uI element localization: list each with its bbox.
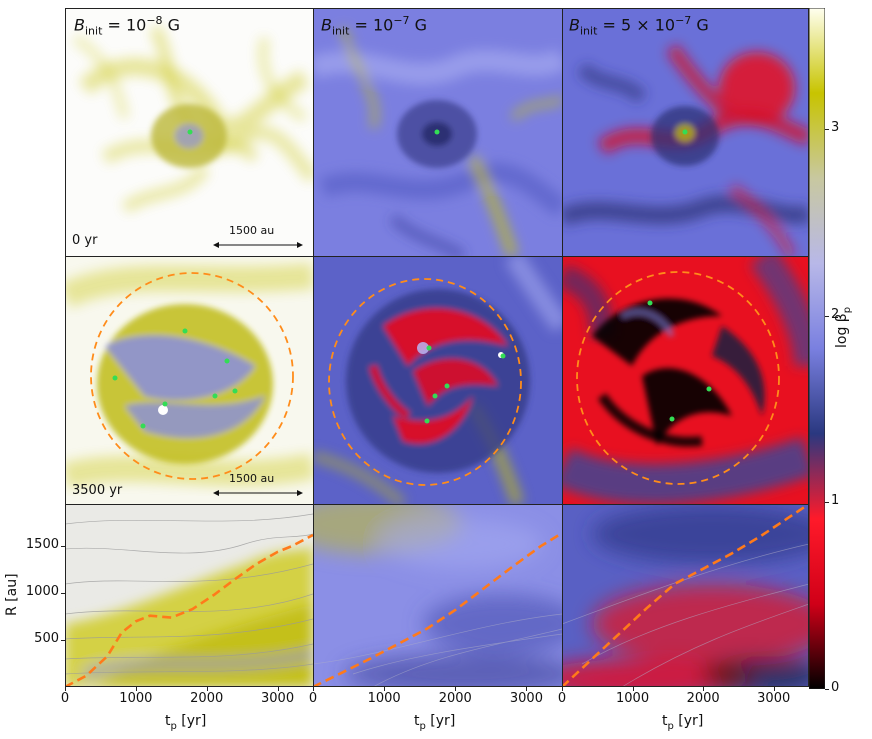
panel-b1e7-3500yr [313,256,562,504]
scale-bar-label: 1500 au [229,224,275,237]
panel-b1e8-3500yr [65,256,313,504]
x-tick [277,687,279,691]
colorbar-tick [825,129,829,131]
scale-bar-arrow [213,490,303,496]
panel-b5e7-3500yr [562,256,809,504]
x-tick-label: 2000 [190,691,224,706]
beta-map [65,263,313,489]
colorbar [809,8,825,689]
x-tick [135,687,137,691]
x-tick [455,687,457,691]
beta-map [562,256,809,504]
x-tick [65,687,66,691]
radius-time-chart [562,504,809,687]
colorbar-tick [825,689,829,690]
y-tick [61,640,65,642]
colorbar-tick [825,502,829,504]
colorbar-tick-label: 2 [831,306,840,322]
disk-radius-line [562,504,809,687]
panel-b5e7-radius-time [562,504,809,687]
radius-time-chart [65,513,313,687]
x-tick [313,687,314,691]
divider [65,256,809,257]
x-tick [562,687,563,691]
time-label: 0 yr [72,233,98,248]
colorbar-tick [825,315,829,317]
x-tick-label: 0 [60,691,70,706]
disk-radius-line [65,533,313,687]
x-tick [384,687,386,691]
sink-particle [434,129,440,135]
disk-boundary-circle [90,272,294,480]
disk-radius-line [313,531,562,687]
radius-time-chart [313,504,562,687]
x-tick-label: 2000 [686,691,720,706]
sink-particle [682,129,688,135]
panel-b5e7-0yr [562,8,809,256]
scale-bar-arrow [213,242,303,248]
x-tick [632,687,634,691]
disk-boundary-circle [328,278,522,486]
column-title-b1e8: Binit = 10−8 G [74,14,181,38]
column-title-b5e7: Binit = 5 × 10−7 G [569,14,709,38]
beta-map [72,25,313,214]
x-axis-label: tp [yr] [414,713,456,732]
x-tick-label: 3000 [261,691,295,706]
x-axis-label: tp [yr] [662,713,704,732]
y-tick [61,546,65,548]
x-tick [526,687,528,691]
y-tick [61,593,65,595]
colorbar-tick-label: 3 [831,120,840,136]
x-tick [703,687,705,691]
divider [65,504,809,505]
y-tick-label: 1500 [25,537,59,553]
panel-b1e7-radius-time [313,504,562,687]
panel-b1e8-0yr [65,8,313,256]
x-tick-label: 1000 [367,691,401,706]
beta-map [313,26,562,256]
y-tick-label: 1000 [25,584,59,600]
x-tick-label: 3000 [509,691,543,706]
x-tick-label: 0 [308,691,318,706]
x-tick-label: 1000 [616,691,650,706]
x-tick-label: 2000 [438,691,472,706]
x-tick-label: 0 [557,691,567,706]
sink-particle [187,129,193,135]
column-title-b1e7: Binit = 10−7 G [321,14,428,38]
x-axis-label: tp [yr] [165,713,207,732]
y-axis-label: R [au] [4,573,20,616]
x-tick-label: 1000 [119,691,153,706]
colorbar-tick-label: 1 [831,493,840,509]
panel-b1e8-radius-time [65,504,313,687]
divider [562,8,563,687]
beta-map [562,44,809,256]
scale-bar-label: 1500 au [229,472,275,485]
colorbar-label: log βp [834,306,853,348]
y-tick-label: 500 [34,631,59,647]
panel-b1e7-0yr [313,8,562,256]
x-tick [773,687,775,691]
disk-boundary-circle [576,271,780,485]
x-tick-label: 3000 [757,691,791,706]
divider [313,8,314,687]
colorbar-tick-label: 0 [831,680,840,695]
beta-map [313,256,562,504]
time-label: 3500 yr [72,483,123,498]
x-tick [206,687,208,691]
